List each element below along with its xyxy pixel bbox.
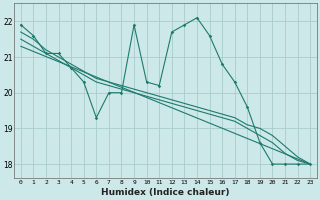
X-axis label: Humidex (Indice chaleur): Humidex (Indice chaleur): [101, 188, 230, 197]
